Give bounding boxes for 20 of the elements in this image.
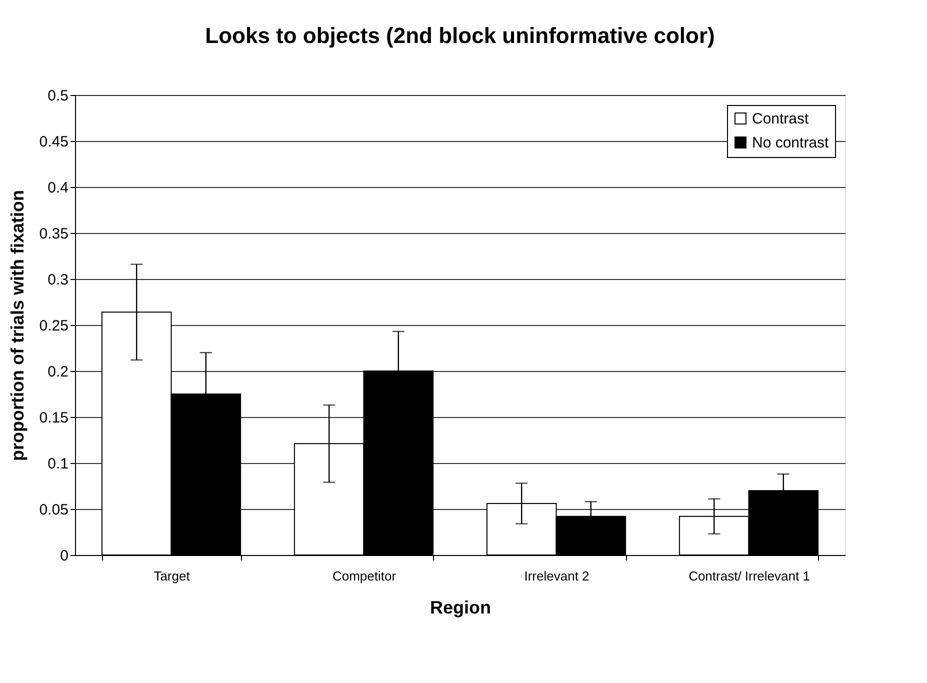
- legend-label: Contrast: [752, 110, 810, 128]
- y-tick-label: 0: [60, 548, 68, 564]
- legend-label: No contrast: [752, 134, 830, 152]
- y-tick-label: 0.25: [39, 318, 68, 334]
- x-tick-label: Contrast/ Irrelevant 1: [688, 568, 810, 584]
- x-axis-title: Region: [430, 598, 491, 618]
- y-tick-label: 0.35: [39, 226, 68, 242]
- y-tick-label: 0.05: [39, 502, 68, 518]
- y-tick-label: 0.2: [48, 364, 68, 380]
- y-tick-label: 0.3: [48, 272, 68, 288]
- y-tick-label: 0.5: [48, 88, 68, 104]
- x-tick-label: Irrelevant 2: [524, 568, 590, 584]
- x-tick-label: Competitor: [332, 568, 397, 584]
- y-tick-label: 0.45: [39, 134, 68, 150]
- y-tick-label: 0.15: [39, 410, 68, 426]
- chart-title: Looks to objects (2nd block uninformative color): [205, 23, 715, 48]
- y-tick-label: 0.1: [48, 456, 68, 472]
- y-tick-label: 0.4: [48, 180, 68, 196]
- y-axis-title: proportion of trials with fixation: [7, 190, 28, 461]
- x-tick-label: Target: [154, 568, 190, 584]
